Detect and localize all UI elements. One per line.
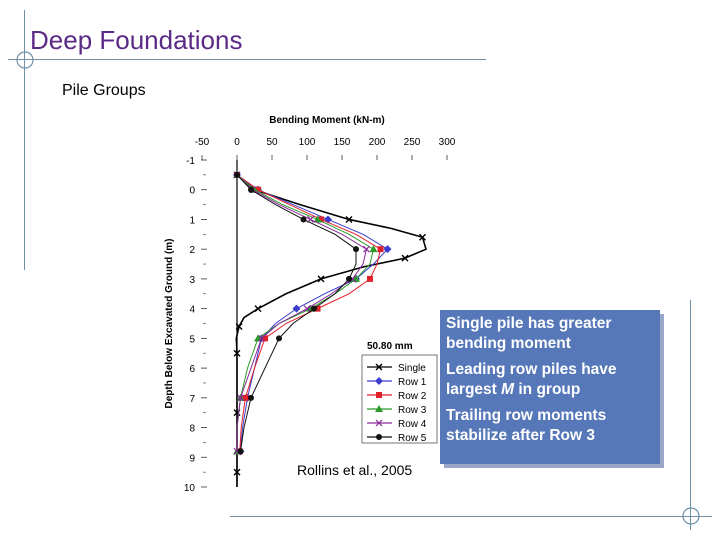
series-point: [242, 394, 249, 401]
legend-entry: Row 5: [398, 433, 427, 444]
series-point: [262, 335, 268, 342]
x-tick-label: 50: [266, 137, 278, 148]
series-point: [233, 468, 241, 476]
legend-swatch-marker: [375, 405, 383, 412]
x-tick-label: 250: [404, 137, 421, 148]
note-3: Trailing row moments stabilize after Row…: [446, 406, 654, 446]
series-point: [367, 275, 373, 282]
y-tick-label: 8: [189, 424, 195, 435]
slide-subtitle: Pile Groups: [62, 82, 146, 99]
x-tick-label: 100: [299, 137, 316, 148]
legend-entry: Single: [398, 363, 426, 374]
series-point: [237, 394, 244, 402]
x-tick-label: 200: [369, 137, 386, 148]
note-1: Single pile has greater bending moment: [446, 314, 654, 354]
y-axis-label: Depth Below Excavated Ground (m): [164, 238, 175, 408]
note-2-text-b: in group: [514, 381, 581, 398]
series-point: [419, 233, 426, 241]
series-point: [383, 245, 392, 254]
series-point: [276, 335, 282, 342]
legend-note: 50.80 mm: [367, 341, 413, 352]
series-point: [303, 305, 311, 313]
legend-swatch-marker: [376, 434, 382, 440]
legend-swatch-marker: [375, 419, 383, 427]
y-tick-label: 0: [189, 186, 195, 197]
series-point: [233, 349, 241, 357]
series-point: [377, 246, 384, 253]
notes-box: Single pile has greater bending moment L…: [440, 310, 660, 464]
y-tick-label: 2: [189, 245, 195, 256]
note-2-text-a: Leading row piles have largest: [446, 361, 617, 398]
series-point: [311, 305, 317, 312]
series-point: [300, 216, 307, 223]
note-3-text: Trailing row moments stabilize after Row…: [446, 407, 607, 444]
legend-swatch-marker: [376, 392, 382, 398]
series-point: [369, 245, 378, 253]
x-tick-label: -50: [195, 137, 210, 148]
y-tick-label: 6: [189, 364, 195, 375]
series-point: [313, 215, 322, 223]
note-2-emphasis: M: [501, 381, 515, 398]
series-point: [314, 305, 321, 312]
frame-line-right: [690, 300, 691, 530]
y-tick-label: 3: [189, 275, 195, 286]
series-line-row-2: [236, 174, 382, 452]
series-point: [254, 305, 262, 313]
slide-title: Deep Foundations: [30, 25, 243, 55]
y-tick-label: 9: [189, 453, 195, 464]
legend-entry: Row 1: [398, 377, 427, 388]
legend-entry: Row 2: [398, 391, 427, 402]
bending-moment-chart: Bending Moment (kN-m)-50 0 50 100 150 200 250 3…: [164, 115, 455, 494]
x-tick-label: 300: [439, 137, 455, 148]
series-point: [346, 275, 352, 282]
series-point: [258, 334, 265, 342]
chart-title: Bending Moment (kN-m): [269, 115, 385, 126]
y-tick-label: 5: [189, 334, 195, 345]
series-point: [234, 171, 240, 178]
series-point: [318, 216, 324, 223]
y-tick-label: 4: [189, 305, 195, 316]
frame-line-top: [8, 59, 486, 60]
series-line-row-1: [236, 174, 389, 452]
legend-box: [361, 354, 438, 444]
series-line-single: [235, 174, 427, 487]
frame-line-left: [24, 10, 25, 270]
legend-entry: Row 4: [398, 419, 427, 430]
series-line-row-5: [236, 174, 357, 452]
series-point: [248, 186, 254, 193]
y-tick-label: 10: [184, 483, 196, 494]
series-point: [363, 245, 370, 253]
series-line-row-3: [236, 174, 375, 452]
legend-entry: Row 3: [398, 405, 427, 416]
citation: Rollins et al., 2005: [297, 462, 413, 478]
frame-line-bottom: [230, 516, 712, 517]
y-tick-label: 1: [189, 215, 195, 226]
note-1-text: Single pile has greater bending moment: [446, 315, 612, 352]
series-point: [237, 448, 244, 455]
series-point: [235, 322, 243, 330]
note-2: Leading row piles have largest M in grou…: [446, 360, 654, 400]
series-point: [353, 246, 359, 253]
frame-circle-bottomright: [682, 507, 700, 525]
x-tick-label: 150: [334, 137, 351, 148]
series-point: [292, 304, 301, 313]
legend-swatch-marker: [375, 377, 383, 385]
series-point: [255, 186, 261, 193]
y-tick-label: -1: [186, 156, 195, 167]
legend-swatch-marker: [375, 363, 383, 371]
y-tick-label: 7: [189, 394, 195, 405]
series-point: [248, 394, 254, 401]
series-point: [317, 275, 325, 283]
frame-circle-topleft: [16, 51, 34, 69]
series-point: [401, 254, 409, 262]
series-point: [345, 215, 353, 223]
x-tick-label: 0: [234, 137, 240, 148]
